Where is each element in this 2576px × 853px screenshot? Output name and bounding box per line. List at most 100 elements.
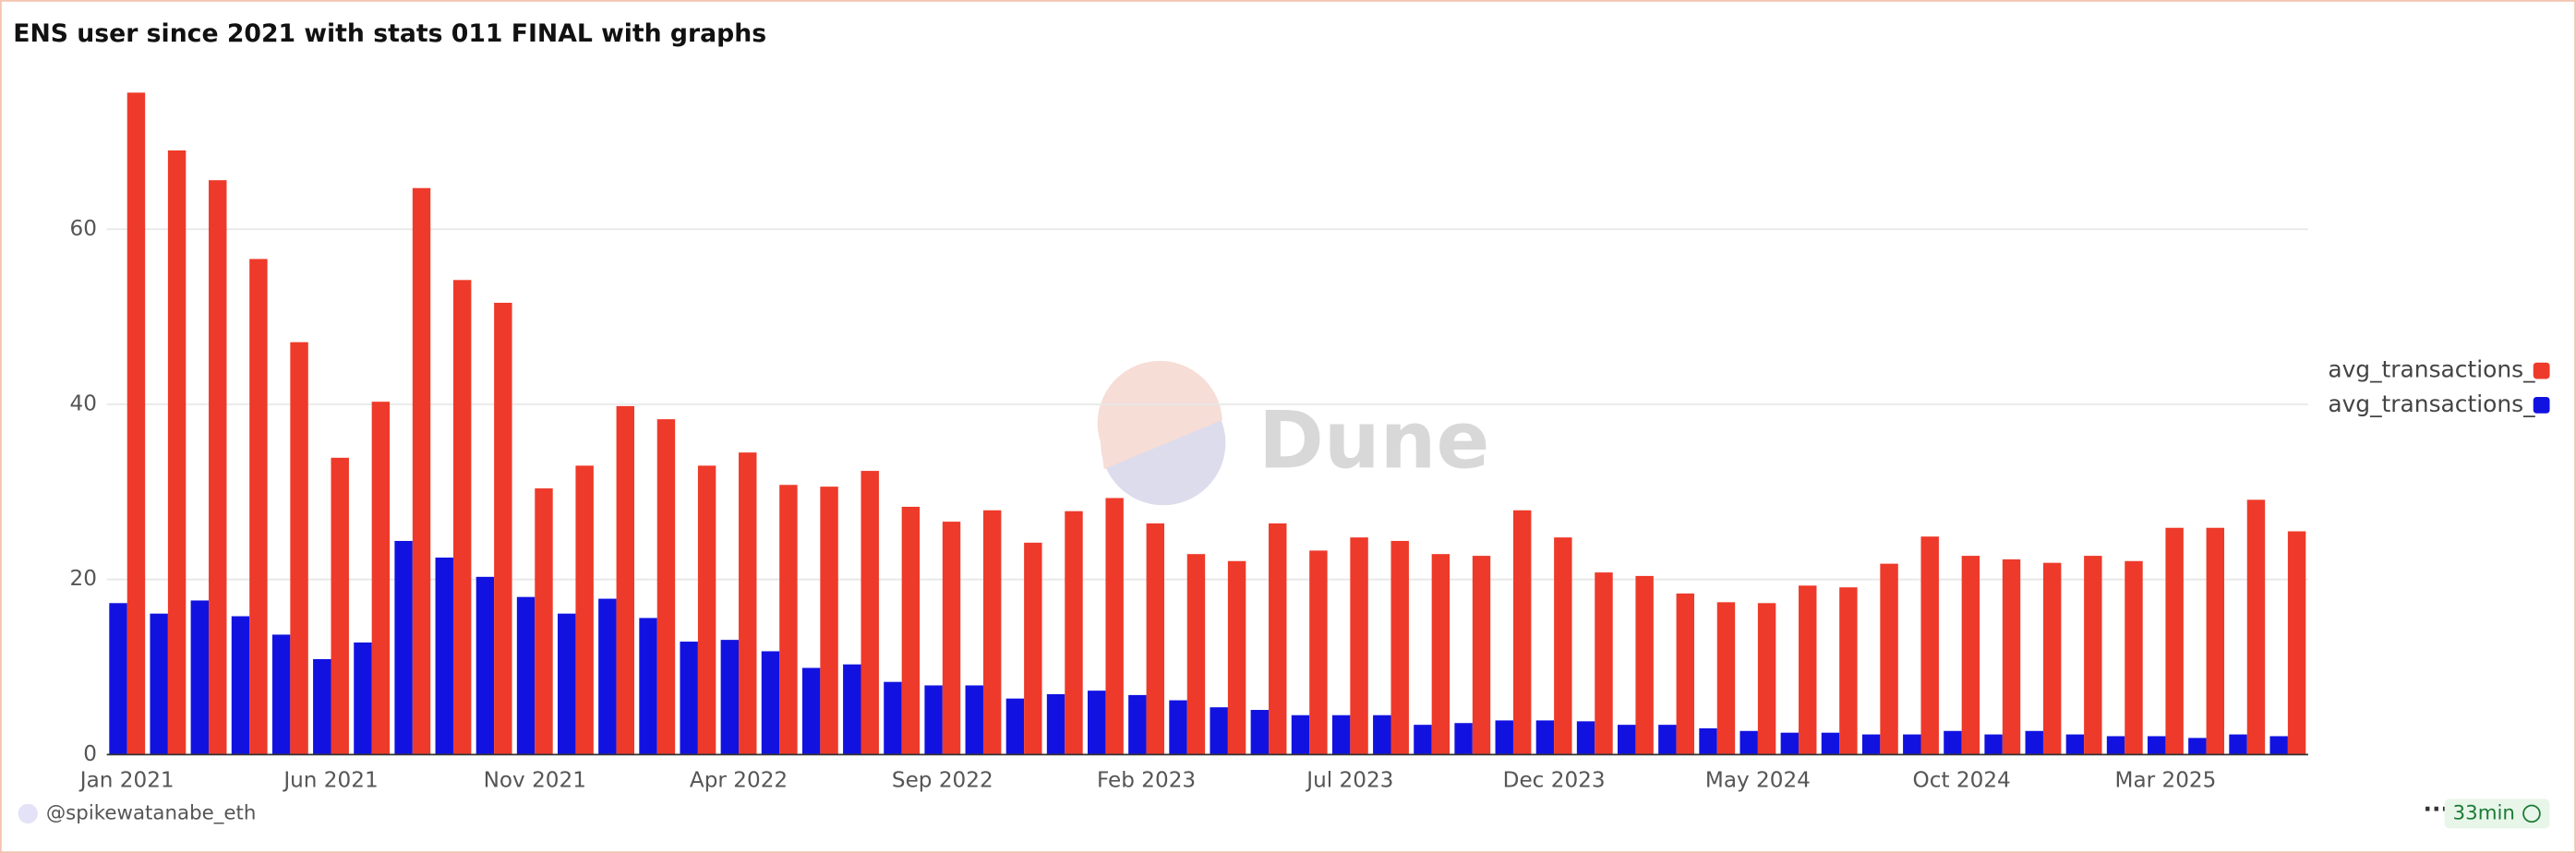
bar: [394, 540, 413, 755]
bar: [2229, 734, 2247, 755]
bar: [313, 659, 331, 755]
bar: [2165, 527, 2184, 755]
refresh-text: 33min: [2453, 801, 2515, 824]
bar: [1920, 536, 1939, 755]
bar: [779, 485, 798, 755]
bar: [494, 302, 512, 755]
bar: [1146, 523, 1165, 755]
y-tick-label: 60: [70, 217, 97, 241]
bar: [1046, 693, 1065, 755]
bar: [982, 510, 1002, 755]
bar: [884, 681, 902, 755]
bar: [656, 419, 676, 755]
bar: [720, 640, 740, 755]
bar: [1716, 602, 1736, 755]
watermark: Dune: [1097, 360, 1489, 506]
bar: [598, 598, 617, 755]
bar: [150, 613, 168, 755]
bar: [1331, 715, 1351, 755]
bar: [965, 685, 983, 755]
bar: [371, 402, 391, 755]
bar: [331, 457, 349, 755]
bar: [1414, 725, 1432, 755]
bar: [1699, 727, 1717, 755]
bar: [1495, 720, 1513, 755]
bar: [1088, 691, 1106, 755]
legend-swatch: [2533, 397, 2550, 414]
bar: [1210, 707, 1228, 755]
bar: [167, 150, 187, 755]
bar: [190, 600, 210, 755]
x-tick-label: Oct 2024: [1913, 768, 2011, 792]
bar: [231, 616, 250, 755]
bar: [557, 613, 576, 755]
bar: [942, 522, 961, 755]
bar: [1757, 603, 1776, 755]
bar: [109, 603, 127, 755]
bar: [901, 506, 921, 755]
bar: [1454, 723, 1473, 755]
legend-label: avg_transactions_: [2328, 390, 2535, 417]
bar: [1821, 732, 1840, 755]
bar: [1961, 556, 1980, 755]
bar: [2148, 736, 2166, 755]
bar: [1309, 550, 1328, 755]
bar: [271, 634, 291, 755]
bar: [680, 642, 698, 755]
bar: [1880, 563, 1898, 755]
bar: [820, 487, 838, 755]
bar: [2025, 730, 2043, 755]
bar: [535, 488, 553, 755]
bar: [1780, 732, 1800, 755]
bar: [1024, 542, 1042, 755]
x-tick-label: Apr 2022: [690, 768, 788, 792]
bar: [1373, 715, 1391, 755]
bar: [1903, 734, 1921, 755]
bar: [1554, 537, 1572, 755]
y-tick-label: 0: [83, 742, 97, 766]
bar: [1128, 694, 1147, 755]
bar: [516, 596, 536, 755]
bar: [1105, 498, 1124, 755]
bar: [1065, 511, 1083, 755]
bar: [2287, 531, 2306, 755]
bar: [1472, 556, 1491, 755]
bar: [639, 618, 657, 755]
bar: [249, 258, 268, 755]
y-tick-label: 40: [70, 392, 97, 416]
bar: [1169, 700, 1187, 755]
bar: [801, 667, 821, 755]
bar: [739, 452, 757, 755]
bar: [616, 405, 635, 755]
legend-label: avg_transactions_: [2328, 356, 2535, 383]
x-tick-label: Mar 2025: [2115, 768, 2217, 792]
x-tick-label: Sep 2022: [892, 768, 993, 792]
bar: [861, 471, 879, 755]
bar: [1984, 734, 2003, 755]
bar: [1350, 537, 1368, 755]
bar: [1576, 721, 1595, 755]
bar: [435, 557, 453, 755]
bar: [761, 651, 780, 755]
bar: [2084, 556, 2102, 755]
bar: [575, 465, 594, 755]
bar: [1431, 554, 1451, 755]
chart-title: ENS user since 2021 with stats 011 FINAL…: [13, 19, 766, 48]
x-tick-label: Jul 2023: [1305, 768, 1393, 792]
bar: [290, 342, 308, 755]
bar: [1944, 730, 1962, 755]
user[interactable]: @spikewatanabe_eth: [46, 801, 257, 824]
bar: [2269, 736, 2288, 755]
bar: [475, 576, 495, 755]
bar: [1839, 587, 1858, 755]
bar: [1658, 725, 1677, 755]
bar: [2246, 499, 2266, 755]
bar: [1676, 593, 1695, 755]
bar: [1535, 720, 1555, 755]
bar: [2106, 736, 2125, 755]
bar: [209, 180, 227, 755]
bar: [1861, 734, 1881, 755]
refresh-badge[interactable]: [2444, 799, 2550, 829]
bar: [2188, 738, 2207, 755]
